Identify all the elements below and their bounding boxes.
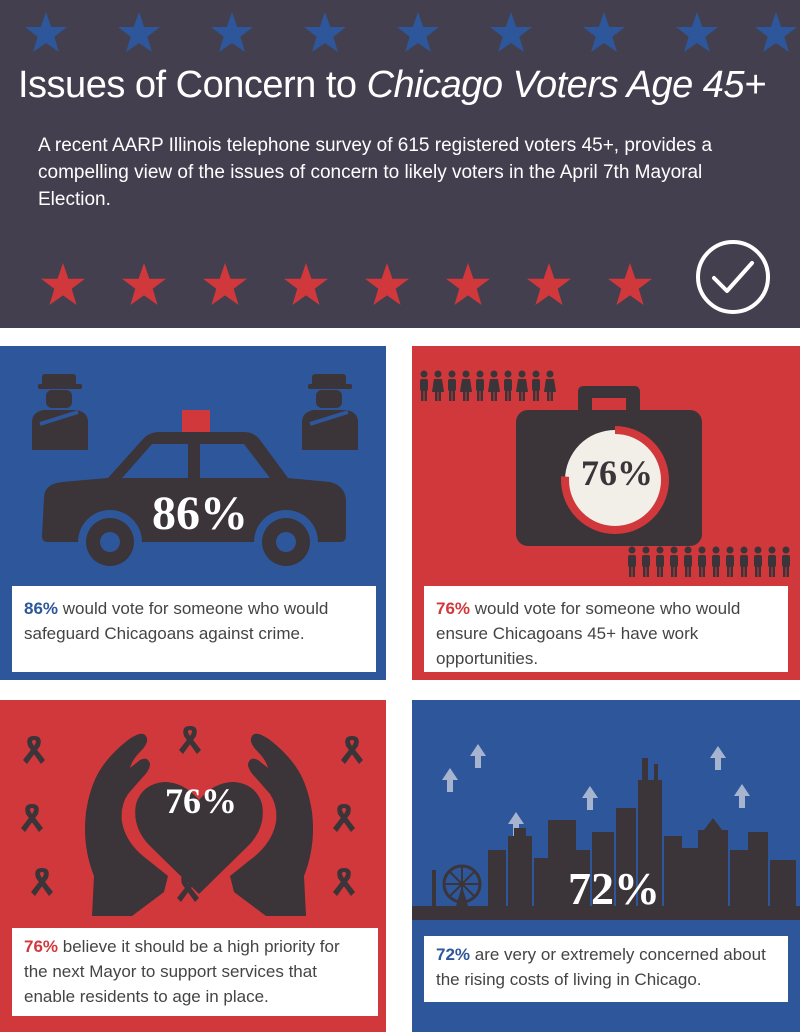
crime-percentage: 86% — [152, 487, 248, 540]
cost-of-living-caption: 72% are very or extremely concerned abou… — [424, 936, 788, 1002]
age-in-place-panel: 76% 76% believe it should be a high prio… — [0, 700, 386, 1032]
people-row-icon — [420, 370, 556, 401]
police-officer-icon — [32, 374, 88, 450]
police-officer-icon — [302, 374, 358, 450]
crime-caption: 86% would vote for someone who would saf… — [12, 586, 376, 672]
hands-heart-icon — [85, 733, 313, 916]
top-star-row-icon — [25, 12, 797, 52]
header-banner: Issues of Concern to Chicago Voters Age … — [0, 0, 800, 328]
work-caption: 76% would vote for someone who would ens… — [424, 586, 788, 672]
people-row-icon — [628, 546, 790, 577]
page-title: Issues of Concern to Chicago Voters Age … — [18, 64, 766, 106]
cost-of-living-panel: 72% 72% are very or extremely concerned … — [412, 700, 800, 1032]
intro-text: A recent AARP Illinois telephone survey … — [38, 135, 713, 210]
city-skyline-icon — [412, 744, 800, 920]
checkmark-circle-icon — [696, 240, 770, 314]
work-panel: 76% 76% would vote for someone who would… — [412, 346, 800, 680]
cost-of-living-percentage: 72% — [568, 863, 660, 914]
crime-panel: 86% 86% would vote for someone who would… — [0, 346, 386, 680]
work-percentage: 76% — [581, 453, 653, 493]
age-in-place-caption: 76% believe it should be a high priority… — [12, 928, 378, 1016]
up-arrow-icon — [470, 744, 486, 768]
bottom-star-row-icon — [41, 263, 652, 305]
police-car-icon — [42, 410, 346, 574]
age-in-place-percentage: 76% — [165, 781, 237, 821]
briefcase-icon — [516, 386, 702, 546]
ferris-wheel-icon — [442, 864, 482, 906]
